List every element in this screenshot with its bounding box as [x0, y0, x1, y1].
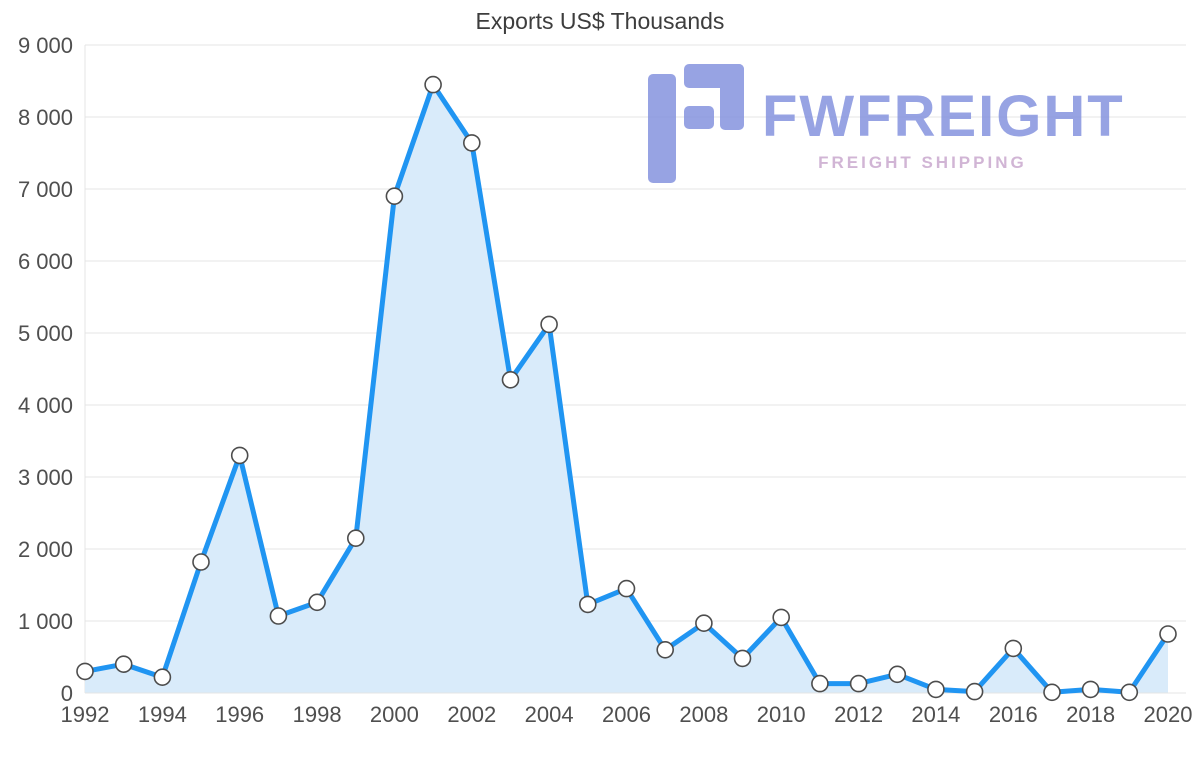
data-point-marker[interactable] — [578, 595, 597, 614]
x-axis-tick-label: 2012 — [834, 702, 883, 727]
data-point-marker[interactable] — [76, 662, 94, 681]
data-point-marker[interactable] — [656, 640, 675, 659]
data-point-marker[interactable] — [965, 682, 984, 701]
y-axis-tick-label: 3 000 — [18, 465, 73, 490]
data-point-marker[interactable] — [424, 75, 442, 94]
data-point-marker[interactable] — [501, 370, 520, 389]
data-point-marker[interactable] — [733, 649, 752, 668]
x-axis-tick-label: 1992 — [61, 702, 110, 727]
x-axis-tick-label: 2000 — [370, 702, 419, 727]
data-point-marker[interactable] — [462, 134, 481, 152]
x-axis-tick-label: 1998 — [293, 702, 342, 727]
data-point-marker[interactable] — [346, 529, 365, 548]
x-axis-tick-label: 2004 — [525, 702, 574, 727]
data-point-marker[interactable] — [617, 579, 636, 598]
data-point-marker[interactable] — [1043, 683, 1061, 702]
x-axis-tick-label: 2016 — [989, 702, 1038, 727]
data-point-marker[interactable] — [308, 593, 326, 612]
data-point-marker[interactable] — [385, 187, 404, 205]
x-axis-tick-label: 2010 — [757, 702, 806, 727]
x-axis-tick-label: 1994 — [138, 702, 187, 727]
data-point-marker[interactable] — [114, 655, 133, 674]
data-point-marker[interactable] — [772, 608, 791, 627]
y-axis-tick-label: 6 000 — [18, 249, 73, 274]
y-axis-tick-label: 7 000 — [18, 177, 73, 202]
y-axis-tick-label: 9 000 — [18, 33, 73, 58]
y-axis-tick-label: 8 000 — [18, 105, 73, 130]
data-point-marker[interactable] — [695, 614, 713, 633]
y-axis-tick-label: 4 000 — [18, 393, 73, 418]
data-point-marker[interactable] — [269, 607, 288, 625]
area-fill — [85, 84, 1168, 694]
x-axis-tick-label: 2020 — [1144, 702, 1193, 727]
x-axis-tick-label: 2008 — [679, 702, 728, 727]
y-axis-tick-label: 5 000 — [18, 321, 73, 346]
x-axis-tick-label: 2006 — [602, 702, 651, 727]
data-point-marker[interactable] — [927, 680, 945, 699]
data-point-marker[interactable] — [230, 446, 249, 465]
y-axis-tick-label: 1 000 — [18, 609, 73, 634]
x-axis-tick-label: 2014 — [911, 702, 960, 727]
data-point-marker[interactable] — [888, 665, 907, 684]
x-axis-tick-label: 2018 — [1066, 702, 1115, 727]
data-point-marker[interactable] — [1120, 683, 1139, 702]
data-point-marker[interactable] — [192, 553, 210, 571]
data-point-marker[interactable] — [1159, 625, 1177, 643]
x-axis-tick-label: 2002 — [447, 702, 496, 727]
data-point-marker[interactable] — [1081, 680, 1100, 699]
chart-title: Exports US$ Thousands — [475, 8, 725, 34]
data-point-marker[interactable] — [811, 674, 829, 693]
x-axis-tick-label: 1996 — [215, 702, 264, 727]
y-axis-tick-label: 0 — [61, 681, 73, 706]
data-point-marker[interactable] — [153, 668, 172, 687]
data-point-marker[interactable] — [540, 315, 558, 334]
data-point-marker[interactable] — [849, 674, 868, 693]
y-axis-tick-label: 2 000 — [18, 537, 73, 562]
data-point-marker[interactable] — [1004, 639, 1023, 658]
